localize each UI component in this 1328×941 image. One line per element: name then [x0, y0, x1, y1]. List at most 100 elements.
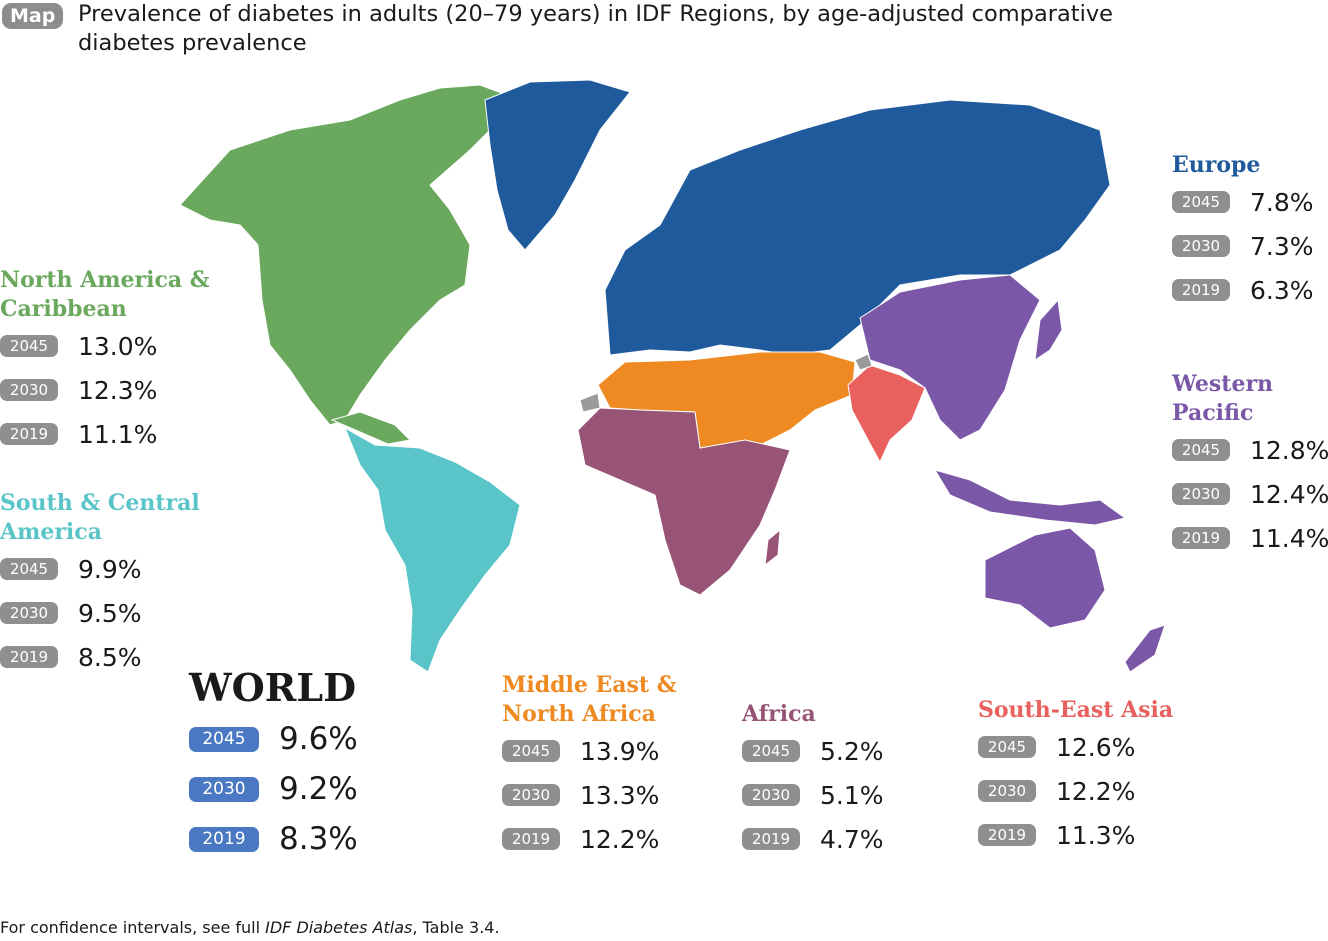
value-row: 2030 12.4%	[1172, 472, 1328, 516]
year-badge: 2030	[502, 784, 560, 806]
prevalence-value: 12.6%	[1056, 732, 1136, 762]
region-name-south-central-america: South & Central America	[0, 490, 200, 545]
year-badge: 2019	[742, 828, 800, 850]
western-pacific-asia-shape[interactable]	[859, 274, 1041, 441]
value-row: 2045 13.9%	[502, 729, 677, 773]
north-america-shape[interactable]	[179, 84, 521, 426]
region-sea[interactable]: South-East Asia 2045 12.6% 2030 12.2% 2019 11…	[978, 696, 1173, 857]
year-badge: 2019	[978, 824, 1036, 846]
prevalence-value: 9.2%	[279, 771, 358, 807]
region-europe[interactable]: Europe 2045 7.8% 2030 7.3% 2019 6.3%	[1172, 151, 1314, 312]
value-row: 2019 11.1%	[0, 412, 210, 456]
south-east-asia-shape[interactable]	[847, 364, 926, 464]
year-badge: 2030	[0, 602, 58, 624]
map-badge: Map	[2, 3, 64, 29]
value-row: 2045 12.6%	[978, 725, 1173, 769]
year-badge: 2030	[742, 784, 800, 806]
footnote-source: IDF Diabetes Atlas	[265, 918, 413, 937]
region-western-pacific[interactable]: Western Pacific 2045 12.8% 2030 12.4% 2019 11…	[1172, 370, 1328, 560]
value-row: 2030 5.1%	[742, 773, 884, 817]
prevalence-value: 4.7%	[820, 824, 884, 854]
prevalence-value: 9.5%	[78, 598, 142, 628]
region-name-africa: Africa	[742, 701, 816, 727]
footnote-suffix: , Table 3.4.	[412, 918, 500, 937]
value-row: 2045 13.0%	[0, 324, 210, 368]
year-badge: 2045	[1172, 439, 1230, 461]
value-row: 2019 11.4%	[1172, 516, 1328, 560]
value-row: 2045 9.9%	[0, 547, 200, 591]
europe-shape[interactable]	[604, 99, 1111, 356]
year-badge: 2019	[0, 423, 58, 445]
prevalence-value: 12.2%	[580, 824, 660, 854]
prevalence-value: 5.2%	[820, 736, 884, 766]
region-name-sea: South-East Asia	[978, 697, 1174, 723]
prevalence-value: 13.3%	[580, 780, 660, 810]
greenland-shape[interactable]	[484, 79, 631, 251]
year-badge: 2045	[1172, 191, 1230, 213]
value-row: 2030 7.3%	[1172, 224, 1314, 268]
south-america-shape[interactable]	[343, 426, 521, 673]
prevalence-value: 7.3%	[1250, 231, 1314, 261]
region-name-europe: Europe	[1172, 152, 1261, 178]
year-badge: 2030	[1172, 235, 1230, 257]
prevalence-value: 9.6%	[279, 721, 358, 757]
value-row: 2019 12.2%	[502, 817, 677, 861]
year-badge: 2045	[0, 558, 58, 580]
year-badge: 2045	[189, 726, 259, 752]
prevalence-value: 13.0%	[78, 331, 158, 361]
year-badge: 2030	[978, 780, 1036, 802]
new-zealand-shape[interactable]	[1124, 624, 1166, 673]
year-badge: 2030	[0, 379, 58, 401]
year-badge: 2045	[0, 335, 58, 357]
prevalence-value: 6.3%	[1250, 275, 1314, 305]
value-row: 2030 9.2%	[189, 764, 358, 814]
caribbean-shape[interactable]	[330, 411, 412, 445]
value-row: 2030 13.3%	[502, 773, 677, 817]
region-world[interactable]: WORLD 2045 9.6% 2030 9.2% 2019 8.3%	[189, 666, 358, 864]
region-africa[interactable]: Africa 2045 5.2% 2030 5.1% 2019 4.7%	[742, 700, 884, 861]
value-row: 2019 6.3%	[1172, 268, 1314, 312]
region-name-mena: Middle East & North Africa	[502, 672, 677, 727]
region-south-central-america[interactable]: South & Central America 2045 9.9% 2030 9.5%…	[0, 489, 200, 679]
year-badge: 2019	[502, 828, 560, 850]
year-badge: 2030	[1172, 483, 1230, 505]
australia-shape[interactable]	[984, 527, 1106, 629]
region-mena[interactable]: Middle East & North Africa 2045 13.9% 2030…	[502, 671, 677, 861]
prevalence-value: 11.1%	[78, 419, 158, 449]
year-badge: 2045	[502, 740, 560, 762]
year-badge: 2019	[1172, 279, 1230, 301]
prevalence-value: 9.9%	[78, 554, 142, 584]
prevalence-value: 13.9%	[580, 736, 660, 766]
year-badge: 2019	[0, 646, 58, 668]
prevalence-value: 12.3%	[78, 375, 158, 405]
value-row: 2019 11.3%	[978, 813, 1173, 857]
prevalence-value: 11.3%	[1056, 820, 1136, 850]
prevalence-value: 11.4%	[1250, 523, 1328, 553]
region-name-western-pacific: Western Pacific	[1172, 371, 1274, 426]
prevalence-value: 5.1%	[820, 780, 884, 810]
value-row: 2019 8.3%	[189, 814, 358, 864]
japan-shape[interactable]	[1034, 298, 1063, 362]
value-row: 2045 7.8%	[1172, 180, 1314, 224]
region-name-world: WORLD	[189, 665, 357, 710]
footnote-prefix: For confidence intervals, see full	[0, 918, 266, 937]
africa-shape[interactable]	[577, 407, 791, 596]
year-badge: 2019	[189, 826, 259, 852]
prevalence-value: 12.4%	[1250, 479, 1328, 509]
year-badge: 2019	[1172, 527, 1230, 549]
value-row: 2045 5.2%	[742, 729, 884, 773]
value-row: 2030 12.3%	[0, 368, 210, 412]
region-north-america[interactable]: North America & Caribbean 2045 13.0% 2030 1…	[0, 266, 210, 456]
year-badge: 2045	[742, 740, 800, 762]
value-row: 2030 12.2%	[978, 769, 1173, 813]
prevalence-value: 12.8%	[1250, 435, 1328, 465]
madagascar-shape[interactable]	[764, 528, 781, 567]
prevalence-value: 8.3%	[279, 821, 358, 857]
western-pacific-islands-shape[interactable]	[933, 469, 1127, 526]
value-row: 2045 12.8%	[1172, 428, 1328, 472]
map-title: Prevalence of diabetes in adults (20–79 …	[78, 1, 1113, 56]
kashmir-shape	[854, 353, 873, 371]
prevalence-value: 7.8%	[1250, 187, 1314, 217]
value-row: 2019 8.5%	[0, 635, 200, 679]
